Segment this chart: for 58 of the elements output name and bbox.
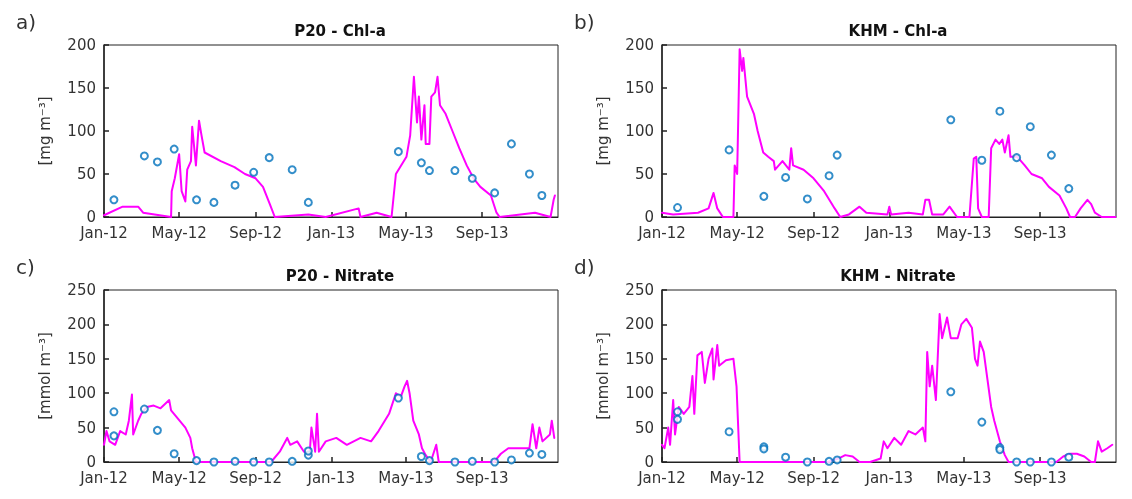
x-tick-label: Sep-13 [1013,223,1067,242]
y-tick-label: 0 [86,208,96,226]
x-tick-label: Sep-12 [229,223,282,242]
y-tick-label: 0 [644,453,654,471]
chart-title: P20 - Nitrate [285,266,395,285]
y-tick-label: 200 [625,36,654,54]
y-tick-label: 150 [625,79,654,97]
y-axis-title: [mg m⁻³] [35,96,54,166]
y-tick-label: 200 [625,315,654,334]
x-tick-label: Sep-13 [455,468,509,487]
y-tick-label: 100 [625,384,654,403]
y-tick-label: 0 [86,453,96,471]
chart-title: KHM - Chl-a [848,21,948,40]
y-axis-title: [mmol m⁻³] [35,332,54,420]
x-tick-label: Jan-12 [637,223,686,242]
y-tick-label: 50 [634,165,654,183]
y-tick-label: 200 [67,315,96,334]
text: a) [16,10,37,34]
chart-title: P20 - Chl-a [294,21,386,40]
y-tick-label: 50 [76,418,96,437]
x-tick-label: Jan-13 [306,223,356,242]
x-tick-label: Sep-13 [455,223,509,242]
x-tick-label: Jan-13 [306,468,356,487]
text: b) [574,10,595,34]
y-tick-label: 0 [644,208,654,226]
x-tick-label: May-13 [378,223,434,242]
y-tick-label: 150 [625,349,654,368]
y-axis-title: [mmol m⁻³] [593,332,612,420]
y-axis-title: [mg m⁻³] [593,96,612,166]
x-tick-label: Sep-12 [229,468,282,487]
x-tick-label: Sep-12 [787,223,840,242]
x-tick-label: May-12 [151,223,207,242]
x-tick-label: Jan-13 [864,223,914,242]
y-tick-label: 150 [67,349,96,368]
x-tick-label: Jan-12 [637,468,686,487]
x-tick-label: May-12 [709,468,765,487]
y-tick-label: 200 [67,36,96,54]
x-tick-label: May-13 [936,223,992,242]
x-tick-label: Jan-12 [79,223,128,242]
x-tick-label: Sep-12 [787,468,840,487]
y-tick-label: 100 [67,384,96,403]
x-tick-label: Jan-12 [79,468,128,487]
y-tick-label: 50 [634,418,654,437]
y-tick-label: 150 [67,79,96,97]
y-tick-label: 100 [625,122,654,140]
x-tick-label: May-13 [378,468,434,487]
chart-title: KHM - Nitrate [840,266,956,285]
text: d) [574,255,595,279]
text: c) [16,255,35,279]
y-tick-label: 250 [625,281,654,299]
x-tick-label: May-12 [151,468,207,487]
x-tick-label: May-13 [936,468,992,487]
x-tick-label: May-12 [709,223,765,242]
y-tick-label: 250 [67,281,96,299]
y-tick-label: 100 [67,122,96,140]
y-tick-label: 50 [76,165,96,183]
x-tick-label: Sep-13 [1013,468,1067,487]
x-tick-label: Jan-13 [864,468,914,487]
